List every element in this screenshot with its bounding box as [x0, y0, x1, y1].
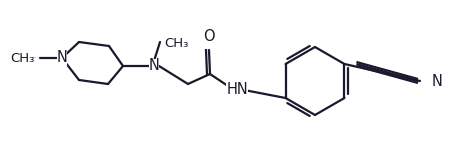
Text: O: O: [203, 29, 215, 44]
Text: N: N: [148, 59, 159, 73]
Text: CH₃: CH₃: [11, 52, 35, 65]
Text: CH₃: CH₃: [164, 37, 189, 50]
Text: HN: HN: [226, 82, 248, 98]
Text: methyl: methyl: [32, 57, 37, 58]
Text: N: N: [57, 51, 68, 66]
Text: N: N: [432, 73, 443, 88]
